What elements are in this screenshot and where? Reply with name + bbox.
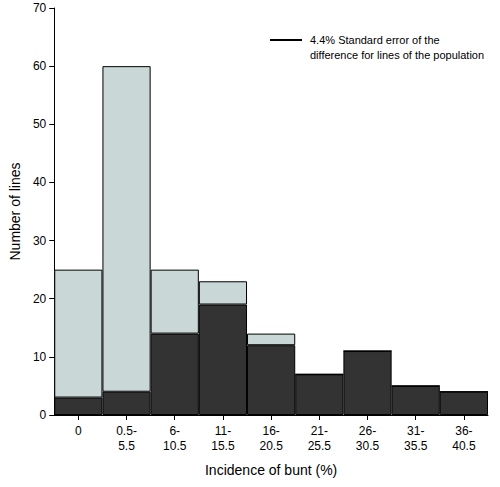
svg-text:20.5: 20.5 [259, 439, 283, 453]
svg-text:36-: 36- [455, 424, 472, 438]
svg-text:20: 20 [33, 292, 47, 306]
svg-text:50: 50 [33, 117, 47, 131]
svg-text:Number of lines: Number of lines [7, 162, 23, 260]
svg-text:30.5: 30.5 [356, 439, 380, 453]
svg-text:25.5: 25.5 [308, 439, 332, 453]
svg-text:16-: 16- [262, 424, 279, 438]
svg-text:11-: 11- [215, 424, 231, 438]
svg-text:30: 30 [33, 234, 47, 248]
svg-text:21-: 21- [311, 424, 328, 438]
svg-text:difference for lines of the po: difference for lines of the population [310, 49, 484, 61]
svg-text:60: 60 [33, 59, 47, 73]
svg-text:15.5: 15.5 [211, 439, 235, 453]
svg-text:40: 40 [33, 175, 47, 189]
svg-text:10.5: 10.5 [163, 439, 187, 453]
svg-text:10: 10 [33, 350, 47, 364]
svg-text:6-: 6- [169, 424, 180, 438]
svg-text:0: 0 [75, 424, 82, 438]
svg-text:0.5-: 0.5- [116, 424, 137, 438]
svg-text:Incidence of bunt (%): Incidence of bunt (%) [205, 462, 337, 478]
svg-text:5.5: 5.5 [118, 439, 135, 453]
svg-text:0: 0 [40, 408, 47, 422]
svg-text:35.5: 35.5 [404, 439, 428, 453]
svg-text:4.4% Standard error of the: 4.4% Standard error of the [310, 34, 440, 46]
svg-text:70: 70 [33, 1, 47, 15]
svg-text:26-: 26- [359, 424, 376, 438]
svg-text:31-: 31- [407, 424, 424, 438]
svg-text:40.5: 40.5 [452, 439, 476, 453]
